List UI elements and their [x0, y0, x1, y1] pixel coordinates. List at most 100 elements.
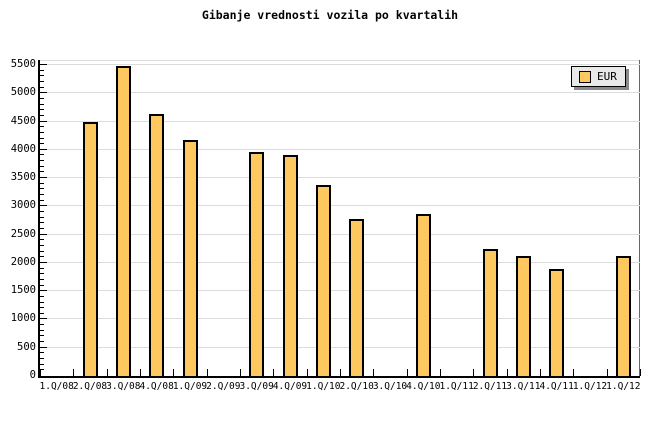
y-minor-tick: [40, 154, 44, 156]
y-minor-tick: [40, 97, 44, 99]
y-tick-label: 500: [17, 340, 36, 353]
x-tick-label: 1.Q/11: [439, 381, 474, 392]
y-tick-label: 1500: [10, 284, 36, 297]
y-minor-tick: [40, 86, 44, 88]
y-minor-tick: [40, 80, 44, 82]
y-minor-tick: [40, 295, 44, 297]
y-minor-tick: [40, 126, 44, 128]
y-major-tick: [40, 233, 47, 235]
y-minor-tick: [40, 227, 44, 229]
x-tick: [106, 369, 108, 376]
y-gridline: [40, 261, 640, 263]
y-tick-label: 5500: [10, 58, 36, 70]
plot-area: [38, 60, 641, 378]
bar: [149, 113, 165, 376]
plot-frame-right: [639, 60, 640, 376]
y-minor-tick: [40, 267, 44, 269]
y-minor-tick: [40, 273, 44, 275]
x-tick-label: 4.Q/10: [406, 381, 441, 392]
y-minor-tick: [40, 324, 44, 326]
y-minor-tick: [40, 312, 44, 314]
x-tick: [306, 369, 308, 376]
y-major-tick: [40, 148, 47, 150]
x-tick-label: 2.Q/08: [72, 381, 108, 392]
y-minor-tick: [40, 131, 44, 133]
y-gridline: [40, 346, 640, 348]
y-minor-tick: [40, 256, 44, 258]
y-gridline: [40, 205, 640, 207]
bar: [349, 218, 365, 376]
y-minor-tick: [40, 244, 44, 246]
y-gridline: [40, 318, 640, 320]
x-tick: [440, 369, 441, 376]
x-tick-label: 3.Q/11: [506, 381, 541, 392]
y-minor-tick: [40, 216, 44, 218]
plot-frame-top: [40, 60, 640, 61]
x-tick-label: 1.Q/12: [606, 381, 641, 392]
y-major-tick: [40, 290, 47, 292]
y-minor-tick: [40, 114, 44, 116]
chart-title: Gibanje vrednosti vozila po kvartalih: [201, 8, 459, 22]
x-tick: [206, 369, 208, 376]
x-tick-label: 4.Q/11: [539, 381, 574, 392]
x-tick-label: 2.Q/09: [206, 381, 241, 392]
x-tick: [73, 369, 75, 376]
bar: [249, 151, 265, 376]
y-tick-label: 4000: [10, 142, 36, 155]
y-minor-tick: [40, 284, 44, 286]
y-tick-label: 2500: [10, 227, 36, 240]
x-tick-label: 2.Q/11: [472, 381, 508, 392]
bar: [515, 255, 531, 376]
y-tick-label: 0: [29, 369, 36, 381]
y-minor-tick: [40, 188, 44, 190]
y-tick-label: 3000: [10, 199, 36, 212]
y-minor-tick: [40, 171, 44, 173]
y-major-tick: [40, 346, 47, 348]
y-minor-tick: [40, 69, 44, 71]
y-gridline: [40, 92, 640, 94]
x-tick-label: 4.Q/08: [139, 381, 174, 392]
y-tick-label: 1000: [10, 312, 36, 325]
y-minor-tick: [40, 301, 44, 303]
y-gridline: [40, 177, 640, 179]
y-minor-tick: [40, 103, 44, 105]
x-tick: [540, 369, 541, 376]
y-major-tick: [40, 92, 47, 94]
y-minor-tick: [40, 363, 44, 365]
y-major-tick: [40, 261, 47, 263]
x-axis-line: [38, 376, 640, 378]
x-tick: [506, 369, 508, 376]
x-tick: [340, 369, 341, 376]
x-axis-labels: 1.Q/08 2.Q/08 3.Q/08 4.Q/08 1.Q/09 2.Q/09 3.Q/…: [40, 381, 641, 395]
y-minor-tick: [40, 250, 44, 252]
y-minor-tick: [40, 211, 44, 213]
bar: [482, 248, 498, 376]
y-minor-tick: [40, 137, 44, 139]
y-minor-tick: [40, 194, 44, 196]
y-minor-tick: [40, 352, 44, 354]
x-tick-label: 3.Q/10: [372, 381, 408, 392]
y-major-tick: [40, 318, 47, 320]
x-tick: [406, 369, 408, 376]
x-tick-label: 1.Q/12: [572, 381, 608, 392]
x-tick-label: 3.Q/08: [106, 381, 141, 392]
y-minor-tick: [40, 358, 44, 360]
y-minor-tick: [40, 329, 44, 331]
y-axis-line: [38, 60, 40, 376]
x-tick: [473, 369, 475, 376]
x-tick: [240, 369, 241, 376]
y-major-tick: [40, 205, 47, 207]
x-tick-label: 1.Q/10: [306, 381, 341, 392]
x-tick-label: 4.Q/09: [272, 381, 308, 392]
x-tick: [606, 369, 608, 376]
y-minor-tick: [40, 109, 44, 111]
y-minor-tick: [40, 369, 44, 371]
x-tick: [273, 369, 275, 376]
y-minor-tick: [40, 222, 44, 224]
y-minor-tick: [40, 278, 44, 280]
legend: EUR: [571, 66, 626, 87]
y-minor-tick: [40, 182, 44, 184]
y-gridline: [40, 64, 640, 65]
y-gridline: [40, 120, 640, 122]
bar: [315, 185, 331, 376]
